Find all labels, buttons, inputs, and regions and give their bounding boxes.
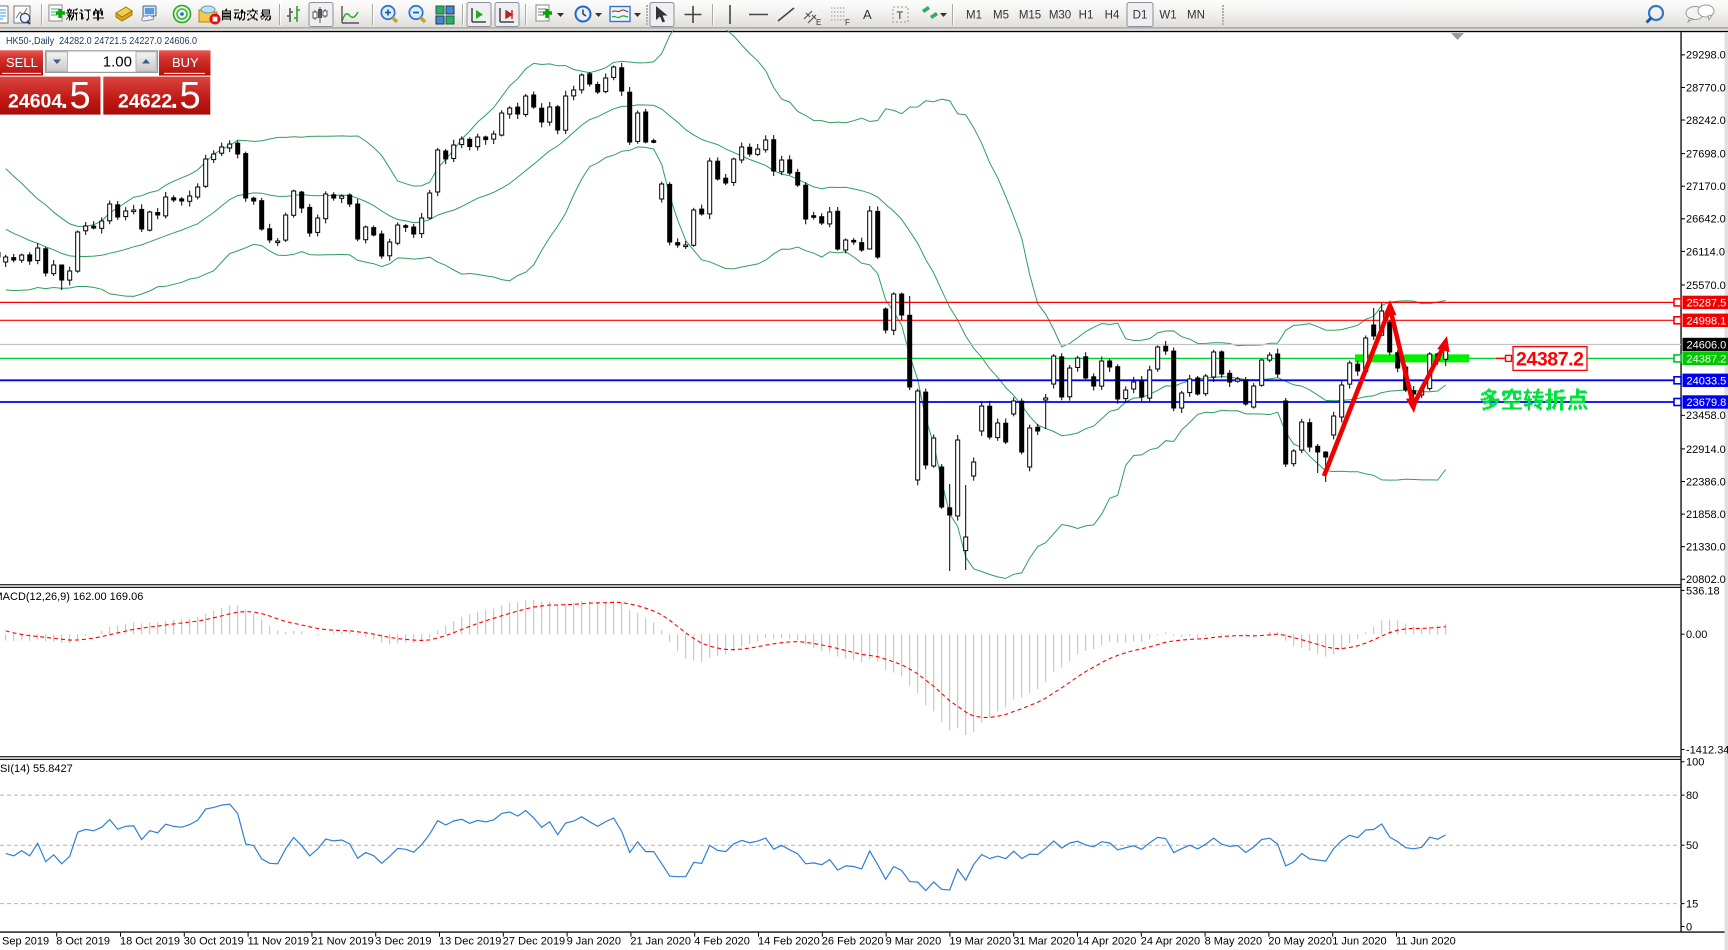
svg-text:M5: M5 bbox=[993, 10, 1009, 22]
svg-text:M15: M15 bbox=[1019, 10, 1041, 22]
svg-text:H4: H4 bbox=[1105, 10, 1120, 22]
svg-text:26114.0: 26114.0 bbox=[1686, 246, 1725, 258]
svg-text:24998.1: 24998.1 bbox=[1687, 315, 1727, 327]
svg-text:536.18: 536.18 bbox=[1686, 585, 1720, 597]
svg-text:8 May 2020: 8 May 2020 bbox=[1205, 936, 1262, 948]
svg-text:23458.0: 23458.0 bbox=[1686, 410, 1726, 422]
svg-text:9 Mar 2020: 9 Mar 2020 bbox=[886, 936, 942, 948]
svg-text:3 Dec 2019: 3 Dec 2019 bbox=[375, 936, 431, 948]
svg-text:24387.2: 24387.2 bbox=[1687, 353, 1727, 365]
svg-text:19 Mar 2020: 19 Mar 2020 bbox=[949, 936, 1011, 948]
svg-text:H1: H1 bbox=[1079, 10, 1094, 22]
svg-text:0: 0 bbox=[1686, 921, 1692, 933]
svg-text:MACD(12,26,9) 162.00 169.06: MACD(12,26,9) 162.00 169.06 bbox=[0, 591, 143, 603]
svg-text:24606.0: 24606.0 bbox=[1687, 340, 1727, 352]
svg-text:0.00: 0.00 bbox=[1686, 629, 1707, 641]
svg-text:A: A bbox=[863, 7, 872, 22]
svg-text:100: 100 bbox=[1686, 757, 1704, 769]
svg-text:21858.0: 21858.0 bbox=[1686, 509, 1726, 521]
svg-text:-1412.34: -1412.34 bbox=[1686, 744, 1728, 756]
svg-text:15: 15 bbox=[1686, 899, 1698, 911]
svg-text:24604: 24604 bbox=[8, 91, 62, 113]
svg-text:24 Apr 2020: 24 Apr 2020 bbox=[1141, 936, 1200, 948]
svg-text:1 Jun 2020: 1 Jun 2020 bbox=[1332, 936, 1386, 948]
svg-text:20 May 2020: 20 May 2020 bbox=[1268, 936, 1332, 948]
svg-text:M30: M30 bbox=[1049, 10, 1071, 22]
svg-text:11 Nov 2019: 11 Nov 2019 bbox=[248, 936, 310, 948]
svg-text:26642.0: 26642.0 bbox=[1686, 214, 1726, 226]
svg-text:W1: W1 bbox=[1159, 10, 1176, 22]
svg-text:50: 50 bbox=[1686, 840, 1698, 852]
svg-text:80: 80 bbox=[1686, 790, 1698, 802]
svg-text:18 Oct 2019: 18 Oct 2019 bbox=[120, 936, 180, 948]
svg-text:.5: .5 bbox=[169, 75, 201, 117]
svg-text:1.00: 1.00 bbox=[103, 54, 132, 71]
svg-text:F: F bbox=[845, 18, 850, 27]
svg-text:8 Oct 2019: 8 Oct 2019 bbox=[56, 936, 110, 948]
svg-text:14 Apr 2020: 14 Apr 2020 bbox=[1077, 936, 1136, 948]
svg-text:30 Oct 2019: 30 Oct 2019 bbox=[184, 936, 244, 948]
svg-text:25570.0: 25570.0 bbox=[1686, 280, 1726, 292]
svg-text:14 Feb 2020: 14 Feb 2020 bbox=[758, 936, 820, 948]
svg-text:28242.0: 28242.0 bbox=[1686, 115, 1726, 127]
svg-text:27698.0: 27698.0 bbox=[1686, 149, 1726, 161]
svg-text:E: E bbox=[816, 18, 821, 27]
svg-text:RSI(14) 55.8427: RSI(14) 55.8427 bbox=[0, 763, 73, 775]
svg-text:27 Dec 2019: 27 Dec 2019 bbox=[503, 936, 565, 948]
svg-text:11 Jun 2020: 11 Jun 2020 bbox=[1396, 936, 1456, 948]
svg-text:MN: MN bbox=[1187, 10, 1205, 22]
svg-text:22914.0: 22914.0 bbox=[1686, 444, 1726, 456]
svg-text:24387.2: 24387.2 bbox=[1516, 348, 1584, 370]
svg-text:23679.8: 23679.8 bbox=[1687, 397, 1727, 409]
svg-text:21 Jan 2020: 21 Jan 2020 bbox=[630, 936, 691, 948]
svg-text:Sep 2019: Sep 2019 bbox=[2, 936, 49, 948]
svg-text:BUY: BUY bbox=[172, 55, 199, 70]
svg-text:28770.0: 28770.0 bbox=[1686, 82, 1726, 94]
svg-text:20802.0: 20802.0 bbox=[1686, 574, 1726, 586]
svg-text:25287.5: 25287.5 bbox=[1687, 297, 1727, 309]
svg-text:SELL: SELL bbox=[6, 55, 38, 70]
svg-text:M1: M1 bbox=[966, 10, 982, 22]
svg-text:21330.0: 21330.0 bbox=[1686, 542, 1726, 554]
svg-text:31 Mar 2020: 31 Mar 2020 bbox=[1013, 936, 1075, 948]
svg-text:27170.0: 27170.0 bbox=[1686, 181, 1726, 193]
svg-text:22386.0: 22386.0 bbox=[1686, 476, 1726, 488]
svg-text:13 Dec 2019: 13 Dec 2019 bbox=[439, 936, 501, 948]
svg-text:26 Feb 2020: 26 Feb 2020 bbox=[822, 936, 884, 948]
svg-text:21 Nov 2019: 21 Nov 2019 bbox=[311, 936, 373, 948]
svg-text:29298.0: 29298.0 bbox=[1686, 50, 1726, 62]
svg-text:4 Feb 2020: 4 Feb 2020 bbox=[694, 936, 750, 948]
svg-text:24622: 24622 bbox=[118, 91, 172, 113]
svg-text:.5: .5 bbox=[59, 75, 91, 117]
svg-text:T: T bbox=[897, 10, 904, 22]
svg-text:9 Jan 2020: 9 Jan 2020 bbox=[567, 936, 621, 948]
svg-text:24033.5: 24033.5 bbox=[1687, 375, 1727, 387]
svg-text:HK50-,Daily 24282.0 24721.5 2: HK50-,Daily 24282.0 24721.5 24227.0 2460… bbox=[6, 35, 197, 47]
svg-text:D1: D1 bbox=[1133, 10, 1148, 22]
